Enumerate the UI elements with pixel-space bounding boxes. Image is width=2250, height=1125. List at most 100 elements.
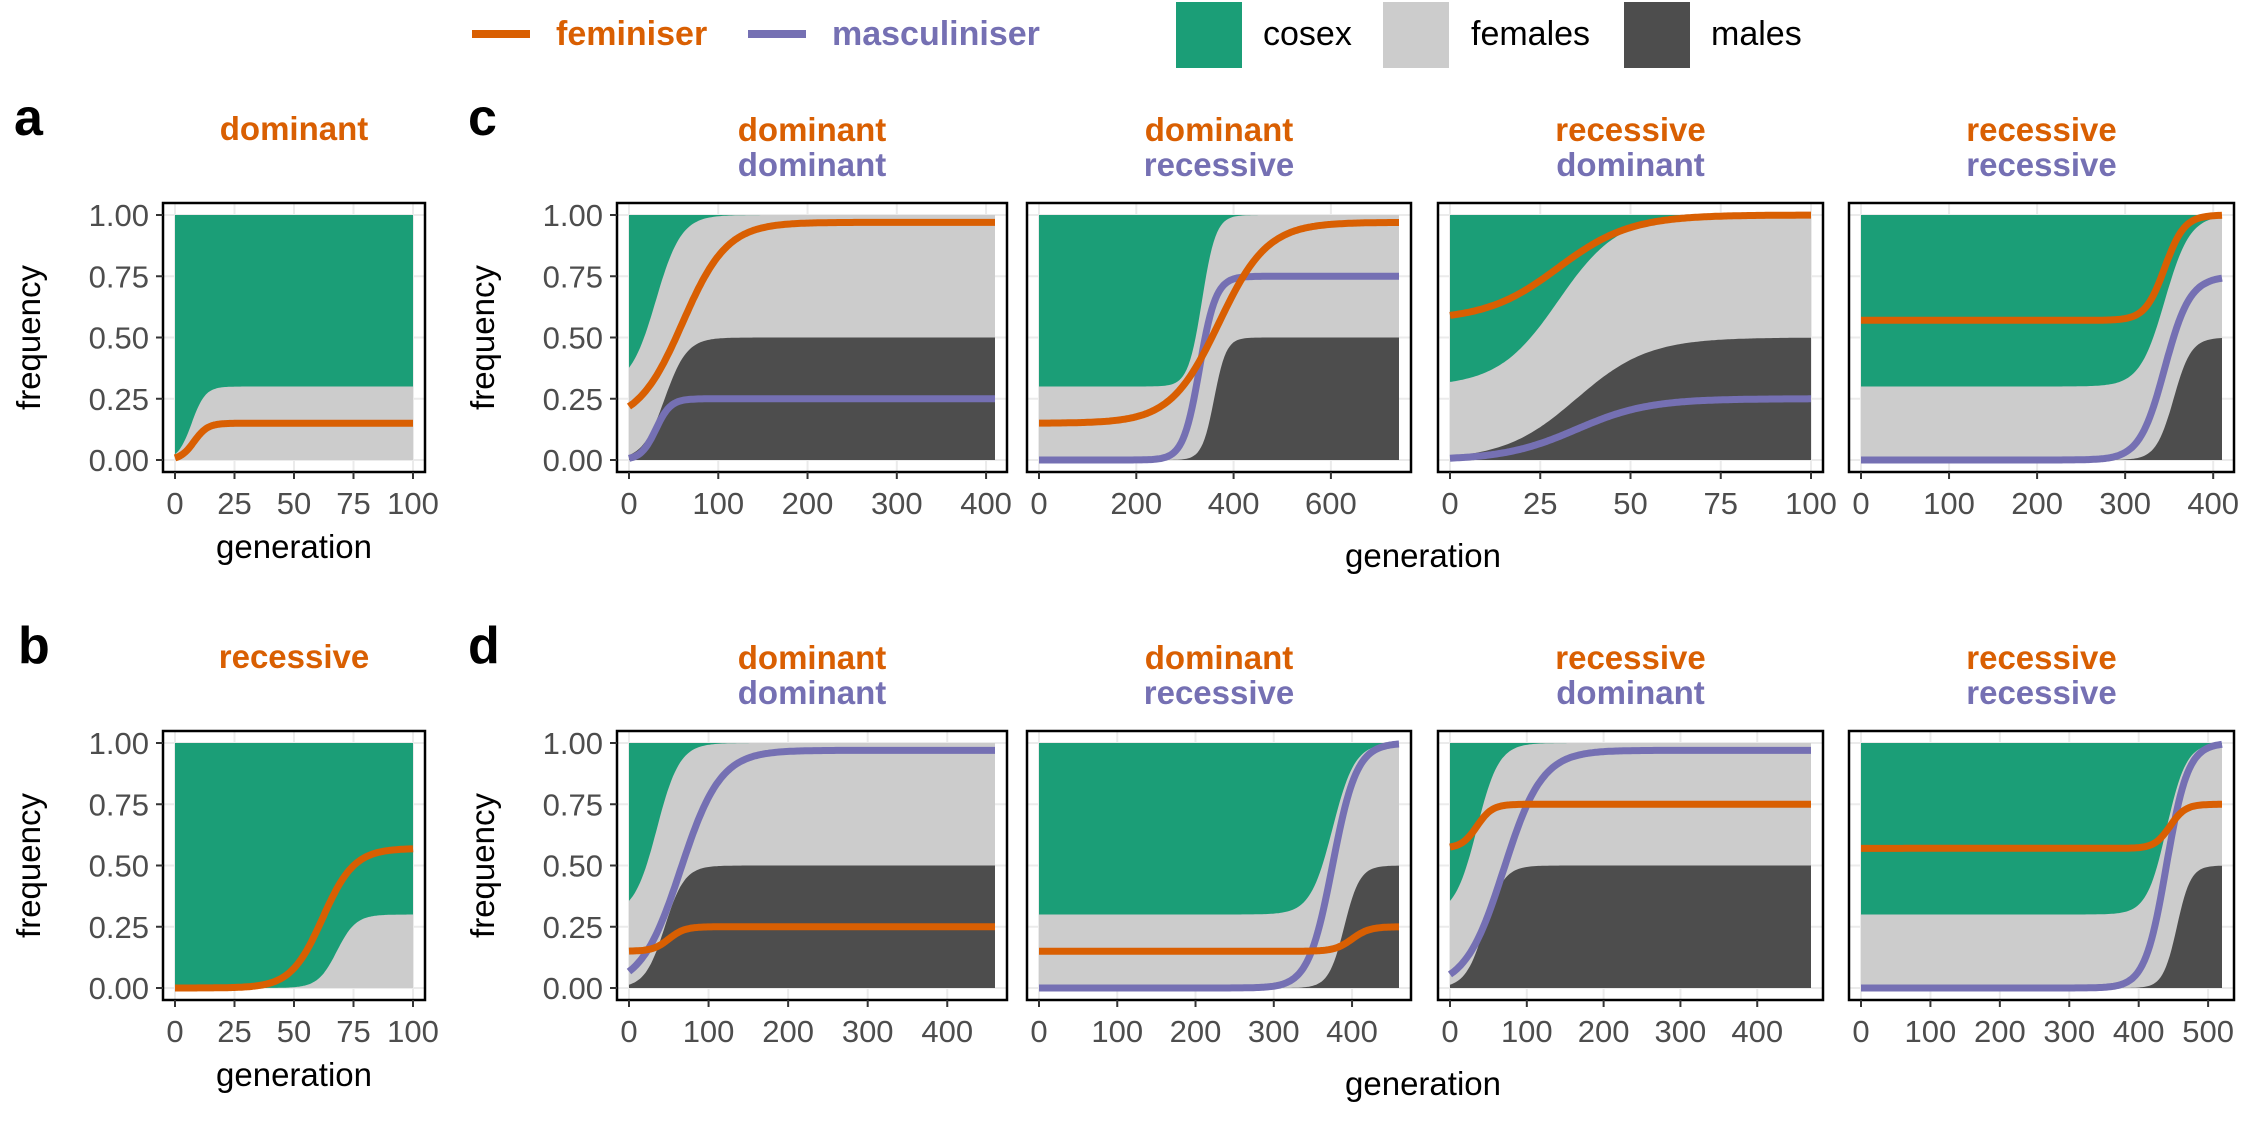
legend-males-label: males [1711, 15, 1802, 53]
x-tick-label: 0 [166, 1014, 183, 1049]
y-axis-title: frequency [464, 793, 501, 938]
area-females [1861, 743, 2222, 988]
line-feminiser [1859, 800, 2224, 852]
x-tick-label: 200 [1578, 1014, 1630, 1049]
line-feminiser [172, 845, 416, 992]
x-tick-label: 400 [1731, 1014, 1783, 1049]
y-tick-label: 0.50 [89, 321, 149, 356]
strip-feminiser: dominant [220, 110, 368, 147]
x-tick-label: 0 [1441, 1014, 1458, 1049]
panel-frame [1436, 729, 1825, 1002]
area-females [1861, 216, 2222, 460]
y-tick-label: 0.25 [89, 382, 149, 417]
y-tick-label: 0.50 [543, 849, 603, 884]
y-tick-label: 0.00 [89, 443, 149, 478]
x-tick-label: 100 [1923, 486, 1975, 521]
x-tick-label: 300 [1655, 1014, 1707, 1049]
x-tick-label: 300 [1248, 1014, 1300, 1049]
strip-masculiniser: recessive [1966, 674, 2116, 711]
x-tick-label: 0 [1852, 1014, 1869, 1049]
legend-females-swatch [1383, 2, 1449, 68]
x-tick-label: 200 [1170, 1014, 1222, 1049]
x-tick-label: 0 [1030, 486, 1047, 521]
y-axis-title: frequency [10, 793, 47, 938]
panel-label-b: b [18, 617, 50, 675]
x-axis-title-d: generation [1345, 1065, 1501, 1102]
panel-c1: 0 100 200 300 400 0.00 0.25 0.50 0.75 1.00 frequen… [464, 111, 1012, 521]
line-masculiniser [1859, 274, 2224, 464]
x-tick-label: 300 [2099, 486, 2151, 521]
x-tick-label: 400 [1326, 1014, 1378, 1049]
x-tick-label: 0 [1441, 486, 1458, 521]
y-tick-label: 0.50 [543, 321, 603, 356]
x-tick-label: 25 [1523, 486, 1557, 521]
strip-masculiniser: dominant [738, 674, 886, 711]
panel-label-c: c [468, 89, 497, 147]
y-tick-label: 0.25 [543, 382, 603, 417]
y-tick-label: 1.00 [89, 726, 149, 761]
strip-feminiser: dominant [1145, 639, 1293, 676]
x-tick-label: 100 [1501, 1014, 1553, 1049]
x-tick-label: 50 [1613, 486, 1647, 521]
y-tick-label: 0.25 [89, 910, 149, 945]
line-feminiser [1037, 219, 1401, 427]
legend-cosex-label: cosex [1263, 15, 1352, 53]
strip-feminiser: recessive [1966, 111, 2116, 148]
strip-feminiser: recessive [1966, 639, 2116, 676]
strip-masculiniser: dominant [1556, 674, 1704, 711]
x-tick-label: 0 [620, 1014, 637, 1049]
area-females [175, 914, 413, 988]
y-tick-label: 0.75 [89, 787, 149, 822]
x-tick-label: 100 [1091, 1014, 1143, 1049]
x-tick-label: 75 [336, 486, 370, 521]
x-tick-label: 300 [871, 486, 923, 521]
y-tick-label: 1.00 [543, 198, 603, 233]
x-tick-label: 100 [683, 1014, 735, 1049]
strip-feminiser: recessive [219, 638, 369, 675]
x-axis-title-c: generation [1345, 537, 1501, 574]
y-tick-label: 0.75 [543, 787, 603, 822]
panel-label-a: a [14, 89, 44, 147]
x-tick-label: 500 [2182, 1014, 2234, 1049]
x-tick-label: 400 [1208, 486, 1260, 521]
y-tick-label: 0.25 [543, 910, 603, 945]
y-tick-label: 0.00 [543, 443, 603, 478]
y-axis-title: frequency [464, 265, 501, 410]
legend-females-label: females [1471, 15, 1590, 53]
x-tick-label: 50 [277, 486, 311, 521]
x-tick-label: 100 [387, 1014, 439, 1049]
line-masculiniser [1447, 746, 1813, 978]
panel-label-d: d [468, 617, 500, 675]
line-feminiser [626, 218, 997, 410]
strip-feminiser: recessive [1555, 639, 1705, 676]
line-feminiser [627, 923, 997, 955]
panel-frame [1847, 729, 2236, 1002]
area-males [1450, 865, 1811, 988]
x-tick-label: 0 [166, 486, 183, 521]
panel-d1: 0 100 200 300 400 0.00 0.25 0.50 0.75 1.00 frequen… [464, 639, 1009, 1049]
legend-masculiniser-label: masculiniser [832, 15, 1040, 53]
strip-masculiniser: dominant [1556, 146, 1704, 183]
y-tick-label: 0.75 [543, 259, 603, 294]
area-males [1861, 865, 2222, 988]
area-females [1039, 743, 1399, 988]
panel-frame [1025, 201, 1413, 474]
y-tick-label: 0.50 [89, 849, 149, 884]
x-tick-label: 0 [1030, 1014, 1047, 1049]
area-males [1039, 865, 1399, 988]
line-masculiniser [1037, 740, 1401, 992]
strip-feminiser: dominant [738, 639, 886, 676]
panel-frame [1025, 729, 1413, 1002]
area-males [1450, 337, 1811, 460]
area-males [1861, 338, 2222, 460]
strip-masculiniser: recessive [1144, 674, 1294, 711]
x-tick-label: 25 [217, 1014, 251, 1049]
x-tick-label: 300 [2043, 1014, 2095, 1049]
x-tick-label: 100 [1905, 1014, 1957, 1049]
x-tick-label: 400 [960, 486, 1012, 521]
